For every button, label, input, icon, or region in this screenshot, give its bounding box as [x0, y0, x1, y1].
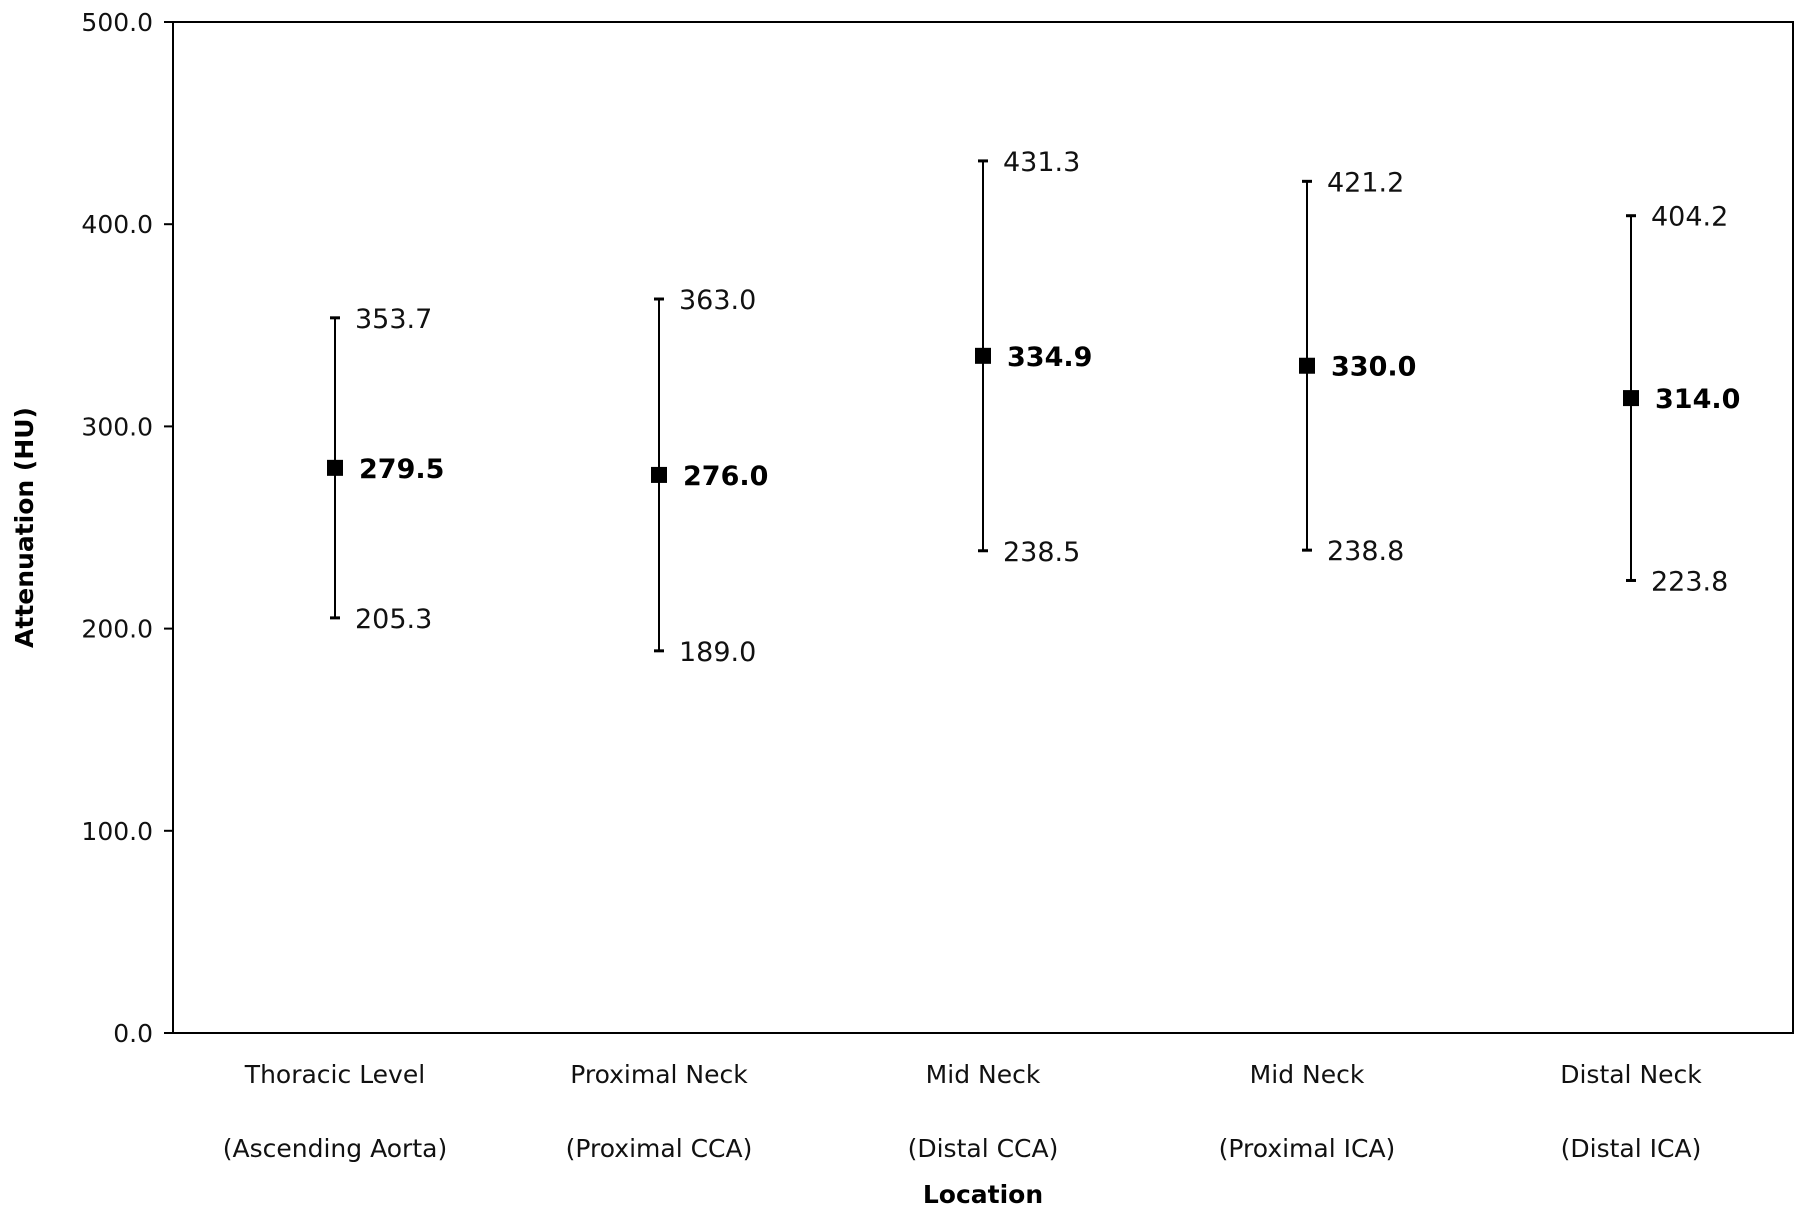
- x-category-label-line2: (Proximal CCA): [566, 1134, 753, 1163]
- mean-marker: [1623, 390, 1639, 407]
- high-value-label: 431.3: [1003, 147, 1080, 178]
- mean-marker: [327, 459, 343, 476]
- high-value-label: 363.0: [679, 285, 756, 316]
- x-category-label-line2: (Proximal ICA): [1219, 1134, 1396, 1163]
- low-value-label: 238.5: [1003, 537, 1080, 568]
- y-axis: 0.0 100.0 200.0 300.0 400.0 500.0: [81, 8, 173, 1048]
- low-value-label: 189.0: [679, 637, 756, 668]
- mean-value-label: 314.0: [1655, 384, 1740, 415]
- x-category-label-line1: Proximal Neck: [570, 1060, 748, 1089]
- high-value-label: 353.7: [355, 304, 432, 335]
- mean-value-label: 334.9: [1007, 342, 1092, 373]
- x-axis-title: Location: [923, 1180, 1043, 1209]
- mean-marker: [651, 466, 667, 483]
- x-category-label-line2: (Ascending Aorta): [223, 1134, 447, 1163]
- y-tick-label: 0.0: [113, 1019, 153, 1048]
- low-value-label: 238.8: [1327, 536, 1404, 567]
- plot-area-frame: [172, 21, 1794, 1034]
- y-tick-label: 500.0: [81, 8, 153, 37]
- mean-marker: [1299, 357, 1315, 374]
- low-value-label: 223.8: [1651, 566, 1728, 597]
- high-value-label: 404.2: [1651, 202, 1728, 233]
- mean-value-label: 330.0: [1331, 352, 1416, 383]
- y-tick-label: 100.0: [81, 817, 153, 846]
- low-value-label: 205.3: [355, 604, 432, 635]
- mean-value-label: 276.0: [683, 461, 768, 492]
- x-category-label-line1: Mid Neck: [1250, 1060, 1365, 1089]
- y-axis-title: Attenuation (HU): [10, 407, 39, 648]
- y-tick-label: 400.0: [81, 210, 153, 239]
- y-tick-label: 300.0: [81, 412, 153, 441]
- x-axis: Thoracic Level (Ascending Aorta) Proximal …: [223, 1060, 1703, 1163]
- data-marks: 353.7 205.3 279.5 363.0 189.0 276.0 431.3 238.5…: [327, 147, 1740, 668]
- x-category-label-line1: Distal Neck: [1560, 1060, 1702, 1089]
- mean-marker: [975, 347, 991, 364]
- x-category-label-line1: Thoracic Level: [244, 1060, 425, 1089]
- x-category-label-line1: Mid Neck: [926, 1060, 1041, 1089]
- x-category-label-line2: (Distal ICA): [1561, 1134, 1702, 1163]
- x-category-label-line2: (Distal CCA): [908, 1134, 1059, 1163]
- high-value-label: 421.2: [1327, 167, 1404, 198]
- y-tick-label: 200.0: [81, 615, 153, 644]
- mean-value-label: 279.5: [359, 454, 444, 485]
